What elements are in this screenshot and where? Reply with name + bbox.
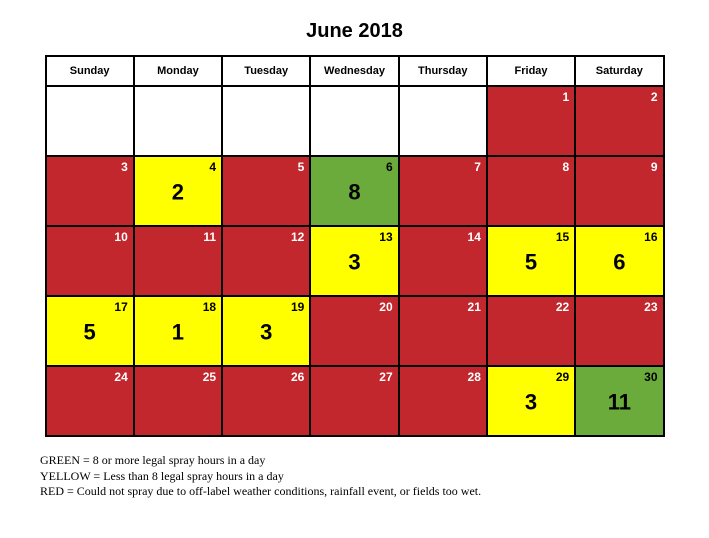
day-number: 9	[651, 160, 658, 174]
day-number: 20	[379, 300, 392, 314]
calendar-title: June 2018	[40, 20, 669, 43]
calendar-day-cell: 14	[399, 226, 487, 296]
day-number: 15	[556, 230, 569, 244]
day-number: 14	[468, 230, 481, 244]
day-number: 26	[291, 370, 304, 384]
calendar-day-cell: 17 5	[46, 296, 134, 366]
day-number: 27	[379, 370, 392, 384]
spray-hours-value: 11	[608, 389, 631, 415]
weekday-header: Wednesday	[310, 56, 398, 86]
day-number: 23	[644, 300, 657, 314]
day-number: 16	[644, 230, 657, 244]
legend-yellow: YELLOW = Less than 8 legal spray hours i…	[40, 469, 669, 485]
calendar-day-cell	[134, 86, 222, 156]
day-number: 10	[114, 230, 127, 244]
calendar-day-cell	[310, 86, 398, 156]
spray-hours-value: 1	[172, 319, 184, 345]
day-number: 22	[556, 300, 569, 314]
calendar-day-cell: 10	[46, 226, 134, 296]
spray-hours-value: 3	[260, 319, 272, 345]
calendar-day-cell: 18 1	[134, 296, 222, 366]
weekday-header: Tuesday	[222, 56, 310, 86]
legend-green: GREEN = 8 or more legal spray hours in a…	[40, 453, 669, 469]
day-number: 29	[556, 370, 569, 384]
weekday-header: Thursday	[399, 56, 487, 86]
calendar-day-cell: 23	[575, 296, 663, 366]
calendar-day-cell: 7	[399, 156, 487, 226]
calendar-day-cell: 11	[134, 226, 222, 296]
day-number: 8	[563, 160, 570, 174]
weekday-header: Monday	[134, 56, 222, 86]
day-number: 4	[209, 160, 216, 174]
day-number: 21	[468, 300, 481, 314]
day-number: 25	[203, 370, 216, 384]
day-number: 18	[203, 300, 216, 314]
calendar-day-cell: 19 3	[222, 296, 310, 366]
spray-hours-value: 2	[172, 179, 184, 205]
day-number: 17	[114, 300, 127, 314]
calendar-day-cell: 42	[134, 156, 222, 226]
calendar-week-row: 10 11 12 13 3 14 15 5 16 6	[46, 226, 664, 296]
calendar-day-cell: 30 11	[575, 366, 663, 436]
weekday-header: Sunday	[46, 56, 134, 86]
day-number: 19	[291, 300, 304, 314]
calendar-day-cell: 13 3	[310, 226, 398, 296]
calendar-day-cell: 1	[487, 86, 575, 156]
day-number: 11	[203, 230, 216, 244]
calendar-day-cell: 3	[46, 156, 134, 226]
calendar-day-cell: 21	[399, 296, 487, 366]
calendar-week-row: 17 5 18 1 19 3 20 21 22 23	[46, 296, 664, 366]
calendar-day-cell	[222, 86, 310, 156]
calendar-day-cell: 22	[487, 296, 575, 366]
calendar-day-cell: 20	[310, 296, 398, 366]
day-number: 1	[563, 90, 570, 104]
day-number: 2	[651, 90, 658, 104]
day-number: 6	[386, 160, 393, 174]
calendar-day-cell: 28	[399, 366, 487, 436]
day-number: 12	[291, 230, 304, 244]
day-number: 30	[644, 370, 657, 384]
legend-red: RED = Could not spray due to off-label w…	[40, 484, 669, 500]
calendar-day-cell: 15 5	[487, 226, 575, 296]
calendar-day-cell: 2	[575, 86, 663, 156]
spray-hours-value: 3	[348, 249, 360, 275]
weekday-header: Saturday	[575, 56, 663, 86]
calendar-day-cell: 29 3	[487, 366, 575, 436]
calendar-day-cell: 5	[222, 156, 310, 226]
day-number: 28	[468, 370, 481, 384]
calendar-day-cell: 12	[222, 226, 310, 296]
spray-hours-value: 5	[525, 249, 537, 275]
calendar-day-cell: 24	[46, 366, 134, 436]
weekday-header-row: SundayMondayTuesdayWednesdayThursdayFrid…	[46, 56, 664, 86]
legend: GREEN = 8 or more legal spray hours in a…	[40, 453, 669, 500]
calendar-day-cell: 8	[487, 156, 575, 226]
calendar-table: SundayMondayTuesdayWednesdayThursdayFrid…	[45, 55, 665, 437]
calendar-day-cell: 25	[134, 366, 222, 436]
spray-hours-value: 3	[525, 389, 537, 415]
day-number: 3	[121, 160, 128, 174]
weekday-header: Friday	[487, 56, 575, 86]
calendar-week-row: 342568789	[46, 156, 664, 226]
day-number: 24	[114, 370, 127, 384]
calendar-week-row: 24 25 26 27 28 29 3 30 11	[46, 366, 664, 436]
day-number: 13	[379, 230, 392, 244]
calendar-day-cell	[399, 86, 487, 156]
spray-hours-value: 8	[348, 179, 360, 205]
calendar-day-cell: 16 6	[575, 226, 663, 296]
spray-hours-value: 5	[84, 319, 96, 345]
calendar-body: 1234256878910111213314155166175181193202…	[46, 86, 664, 436]
calendar-day-cell: 68	[310, 156, 398, 226]
day-number: 5	[298, 160, 305, 174]
spray-hours-value: 6	[613, 249, 625, 275]
calendar-day-cell	[46, 86, 134, 156]
calendar-week-row: 12	[46, 86, 664, 156]
calendar-day-cell: 27	[310, 366, 398, 436]
day-number: 7	[474, 160, 481, 174]
calendar-day-cell: 9	[575, 156, 663, 226]
calendar-day-cell: 26	[222, 366, 310, 436]
